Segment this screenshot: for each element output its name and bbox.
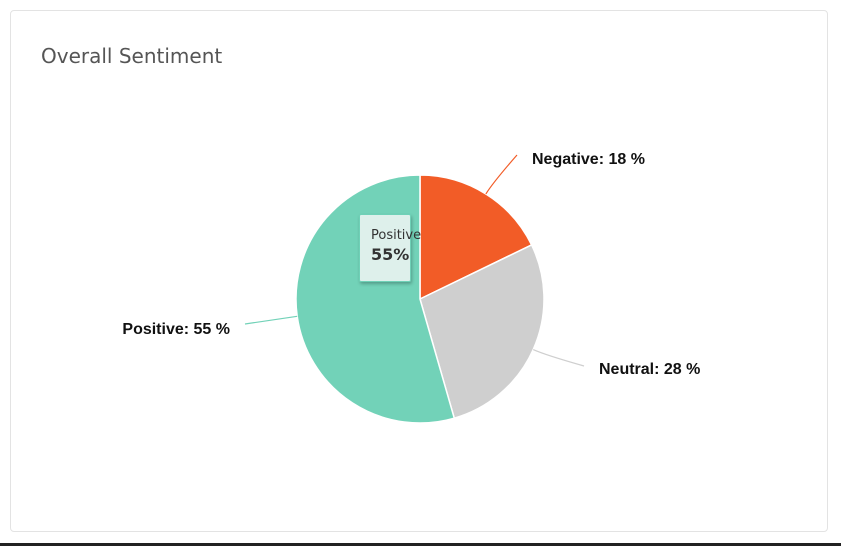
tooltip-series-name: Positive <box>371 228 422 243</box>
card-title: Overall Sentiment <box>41 44 223 68</box>
chart-tooltip: Positive 55% <box>359 214 422 282</box>
connector-positive <box>244 315 298 325</box>
pie-slice-positive[interactable] <box>295 174 456 424</box>
tooltip-value: 55% <box>371 245 410 264</box>
pie-slice-negative[interactable] <box>419 174 533 300</box>
label-negative: Negative: 18 % <box>532 151 645 168</box>
label-connectors <box>244 154 585 367</box>
label-positive: Positive: 55 % <box>122 321 230 338</box>
connector-neutral <box>532 349 585 367</box>
label-neutral: Neutral: 28 % <box>599 361 700 378</box>
pie-slices <box>295 174 545 424</box>
slice-labels: Negative: 18 % Neutral: 28 % Positive: 55 … <box>122 151 700 378</box>
bottom-divider <box>0 543 841 546</box>
connector-negative <box>485 154 518 195</box>
